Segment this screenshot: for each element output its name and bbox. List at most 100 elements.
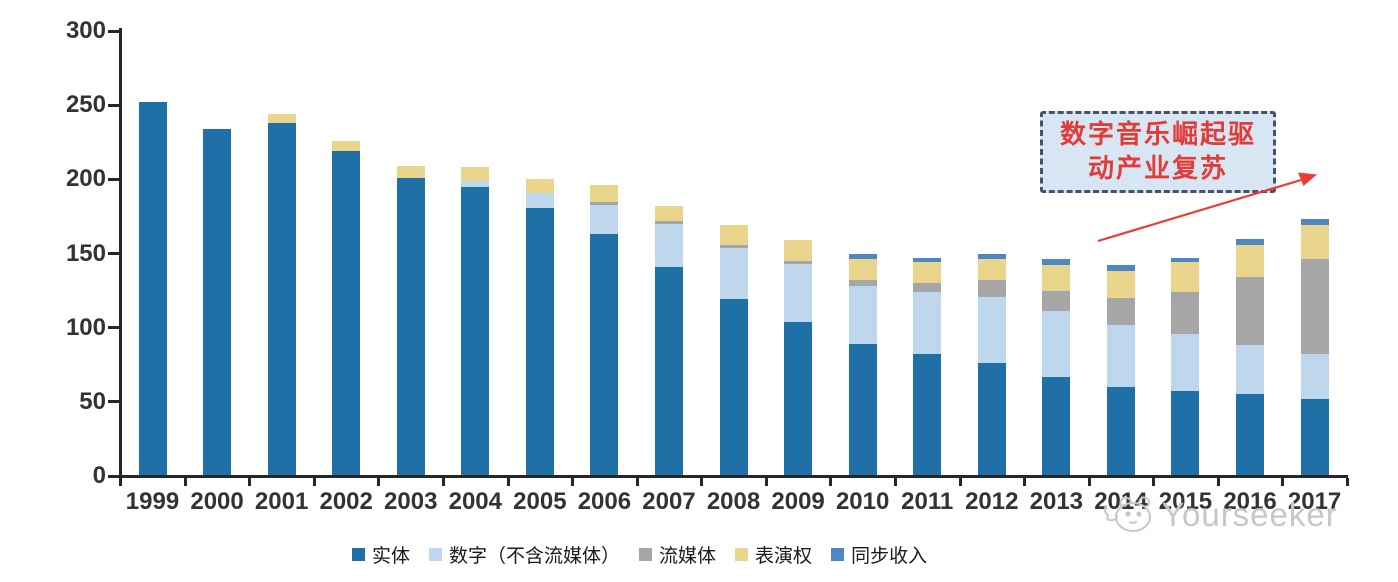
bar-segment-streaming: [1106, 298, 1135, 325]
bar-segment-physical: [138, 102, 167, 476]
bar-segment-digital-excl-streaming: [1171, 333, 1200, 392]
bar-segment-physical: [461, 186, 490, 476]
bar-segment-streaming: [977, 280, 1006, 297]
bar-segment-physical: [590, 234, 619, 476]
bar-segment-digital-excl-streaming: [719, 247, 748, 300]
legend-label-physical: 实体: [372, 546, 411, 567]
x-axis-tick-mark: [1023, 478, 1027, 486]
bar-segment-streaming: [719, 244, 748, 248]
x-axis-tick-mark: [1281, 478, 1285, 486]
legend-swatch-streaming: [639, 548, 653, 561]
bar-segment-digital-excl-streaming: [1300, 354, 1329, 399]
legend-item-physical: 实体: [352, 541, 410, 568]
y-axis-tick-mark: [108, 177, 120, 181]
bar-segment-performance-rights: [461, 167, 490, 181]
y-axis-tick-mark: [108, 326, 120, 330]
y-axis-tick-label: 100: [65, 313, 106, 341]
bar-segment-digital-excl-streaming: [461, 180, 490, 187]
bar-segment-streaming: [784, 260, 813, 264]
legend-item-sync-revenue: 同步收入: [831, 541, 927, 568]
x-axis-tick-mark: [312, 478, 316, 486]
x-axis-tick-mark: [829, 478, 833, 486]
bar-segment-performance-rights: [719, 225, 748, 245]
bar-segment-physical: [913, 354, 942, 476]
bar-segment-streaming: [913, 283, 942, 293]
y-axis-tick-label: 50: [79, 387, 106, 415]
bar-segment-performance-rights: [784, 240, 813, 261]
x-axis-tick-mark: [442, 478, 446, 486]
annotation-text-line1: 数字音乐崛起驱: [1059, 120, 1256, 149]
y-axis-tick-label: 250: [65, 91, 106, 119]
x-axis-tick-mark: [571, 478, 575, 486]
x-axis-label-2011: 2011: [901, 488, 954, 515]
legend-label-streaming: 流媒体: [659, 546, 717, 567]
bar-segment-streaming: [590, 201, 619, 205]
bar-segment-sync-revenue: [977, 253, 1006, 260]
bar-segment-physical: [977, 363, 1006, 476]
bar-segment-performance-rights: [654, 206, 683, 221]
bar-segment-sync-revenue: [1236, 238, 1265, 245]
y-axis-tick-mark: [108, 474, 120, 478]
y-axis-tick-label: 200: [65, 165, 106, 193]
x-axis-tick-mark: [700, 478, 704, 486]
bar-segment-physical: [525, 207, 554, 476]
bar-segment-physical: [1106, 387, 1135, 476]
legend-item-digital-excl-streaming: 数字（不含流媒体）: [429, 541, 620, 568]
chart-legend: 实体 数字（不含流媒体） 流媒体 表演权 同步收入: [352, 541, 927, 568]
legend-swatch-sync-revenue: [831, 548, 845, 561]
bar-segment-sync-revenue: [1171, 257, 1200, 263]
x-axis-label-2015: 2015: [1158, 488, 1213, 515]
bar-segment-sync-revenue: [848, 253, 877, 260]
bar-segment-physical: [267, 122, 296, 476]
bar-segment-performance-rights: [332, 140, 361, 152]
bar-segment-sync-revenue: [1106, 265, 1135, 272]
annotation-text-line2: 动产业复苏: [1087, 154, 1228, 183]
bar-segment-performance-rights: [977, 259, 1006, 281]
bar-segment-digital-excl-streaming: [913, 292, 942, 355]
watermark-text: Yourseeker: [1162, 496, 1338, 533]
x-axis-tick-mark: [377, 478, 381, 486]
bar-segment-physical: [848, 343, 877, 476]
x-axis-tick-mark: [764, 478, 768, 486]
x-axis-label-1999: 1999: [125, 488, 180, 515]
bar-segment-streaming: [654, 220, 683, 224]
y-axis-tick-label: 0: [92, 462, 106, 489]
x-axis-tick-mark: [183, 478, 187, 486]
bar-segment-digital-excl-streaming: [784, 263, 813, 322]
bar-segment-sync-revenue: [1042, 259, 1071, 266]
bar-segment-digital-excl-streaming: [848, 286, 877, 344]
bar-segment-performance-rights: [1236, 244, 1265, 278]
x-axis-label-2013: 2013: [1029, 488, 1084, 515]
bar-segment-performance-rights: [913, 262, 942, 284]
x-axis-label-2008: 2008: [706, 488, 761, 515]
y-axis-tick-mark: [108, 400, 120, 404]
x-axis-label-2007: 2007: [642, 488, 696, 515]
x-axis-tick-mark: [248, 478, 252, 486]
watermark-logo-icon: [1103, 496, 1151, 532]
legend-label-performance-rights: 表演权: [755, 546, 813, 567]
bar-segment-digital-excl-streaming: [977, 296, 1006, 364]
bar-segment-performance-rights: [590, 185, 619, 202]
x-axis-tick-mark: [635, 478, 639, 486]
x-axis-line: [117, 475, 1348, 478]
bar-segment-sync-revenue: [1300, 219, 1329, 226]
legend-label-sync-revenue: 同步收入: [851, 546, 928, 567]
x-axis-tick-mark: [506, 478, 510, 486]
bar-segment-physical: [1300, 398, 1329, 476]
legend-label-digital-excl-streaming: 数字（不含流媒体）: [449, 546, 621, 567]
bar-segment-physical: [654, 266, 683, 476]
bar-segment-streaming: [1042, 290, 1071, 312]
bar-segment-performance-rights: [848, 259, 877, 281]
x-axis-label-2009: 2009: [771, 488, 825, 515]
legend-swatch-performance-rights: [735, 548, 749, 561]
x-axis-label-2012: 2012: [965, 488, 1019, 515]
bar-segment-physical: [332, 151, 361, 476]
x-axis-label-2017: 2017: [1287, 488, 1342, 515]
bar-segment-performance-rights: [1171, 262, 1200, 293]
x-axis-label-2010: 2010: [835, 488, 890, 515]
x-axis-label-2006: 2006: [577, 488, 632, 515]
legend-item-performance-rights: 表演权: [735, 541, 812, 568]
x-axis-tick-mark: [1345, 478, 1349, 486]
x-axis-label-2005: 2005: [513, 488, 567, 515]
